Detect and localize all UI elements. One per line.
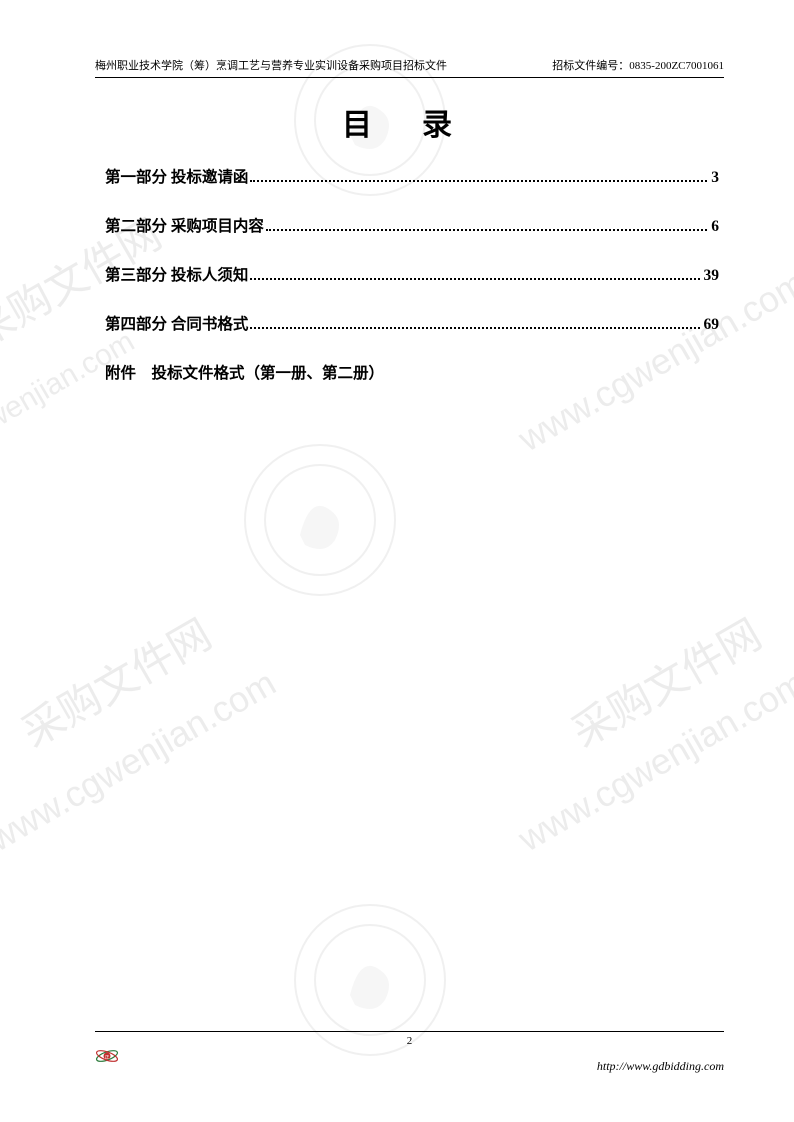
watermark-brand: 采购文件网 bbox=[559, 602, 771, 760]
toc-page: 6 bbox=[711, 218, 719, 236]
footer-url: http://www.gdbidding.com bbox=[95, 1059, 724, 1074]
toc-label: 第一部分 投标邀请函 bbox=[105, 165, 248, 187]
page-footer: 2 正 http://www.gdbidding.com bbox=[95, 1031, 724, 1074]
footer-logo-icon: 正 bbox=[95, 1046, 119, 1066]
toc-entry: 第一部分 投标邀请函 3 bbox=[105, 165, 719, 187]
toc-entry: 第三部分 投标人须知 39 bbox=[105, 263, 719, 285]
toc-label: 第四部分 合同书格式 bbox=[105, 312, 248, 334]
toc-page: 69 bbox=[704, 316, 720, 334]
toc-dots bbox=[250, 278, 699, 280]
toc-dots bbox=[250, 180, 707, 182]
toc-dots bbox=[250, 327, 699, 329]
toc-page: 39 bbox=[704, 267, 720, 285]
watermark-logo bbox=[240, 440, 400, 600]
header-right: 招标文件编号：0835-200ZC7001061 bbox=[552, 57, 724, 73]
toc-label: 第三部分 投标人须知 bbox=[105, 263, 248, 285]
watermark-url: www.cgwenjian.com bbox=[0, 662, 283, 860]
svg-text:正: 正 bbox=[105, 1055, 110, 1060]
toc-entry: 第二部分 采购项目内容 6 bbox=[105, 214, 719, 236]
toc-entry: 第四部分 合同书格式 69 bbox=[105, 312, 719, 334]
page-header: 梅州职业技术学院（筹）烹调工艺与营养专业实训设备采购项目招标文件 招标文件编号：… bbox=[95, 57, 724, 78]
toc-label: 第二部分 采购项目内容 bbox=[105, 214, 264, 236]
header-left: 梅州职业技术学院（筹）烹调工艺与营养专业实训设备采购项目招标文件 bbox=[95, 57, 447, 73]
page-number: 2 bbox=[95, 1035, 724, 1047]
toc-container: 第一部分 投标邀请函 3 第二部分 采购项目内容 6 第三部分 投标人须知 39… bbox=[105, 165, 719, 383]
watermark-brand: 采购文件网 bbox=[9, 602, 221, 760]
toc-appendix: 附件 投标文件格式（第一册、第二册） bbox=[105, 361, 719, 383]
toc-dots bbox=[266, 229, 707, 231]
watermark-url: www.cgwenjian.com bbox=[511, 662, 794, 860]
toc-page: 3 bbox=[711, 169, 719, 187]
toc-title: 目录 bbox=[0, 100, 794, 144]
